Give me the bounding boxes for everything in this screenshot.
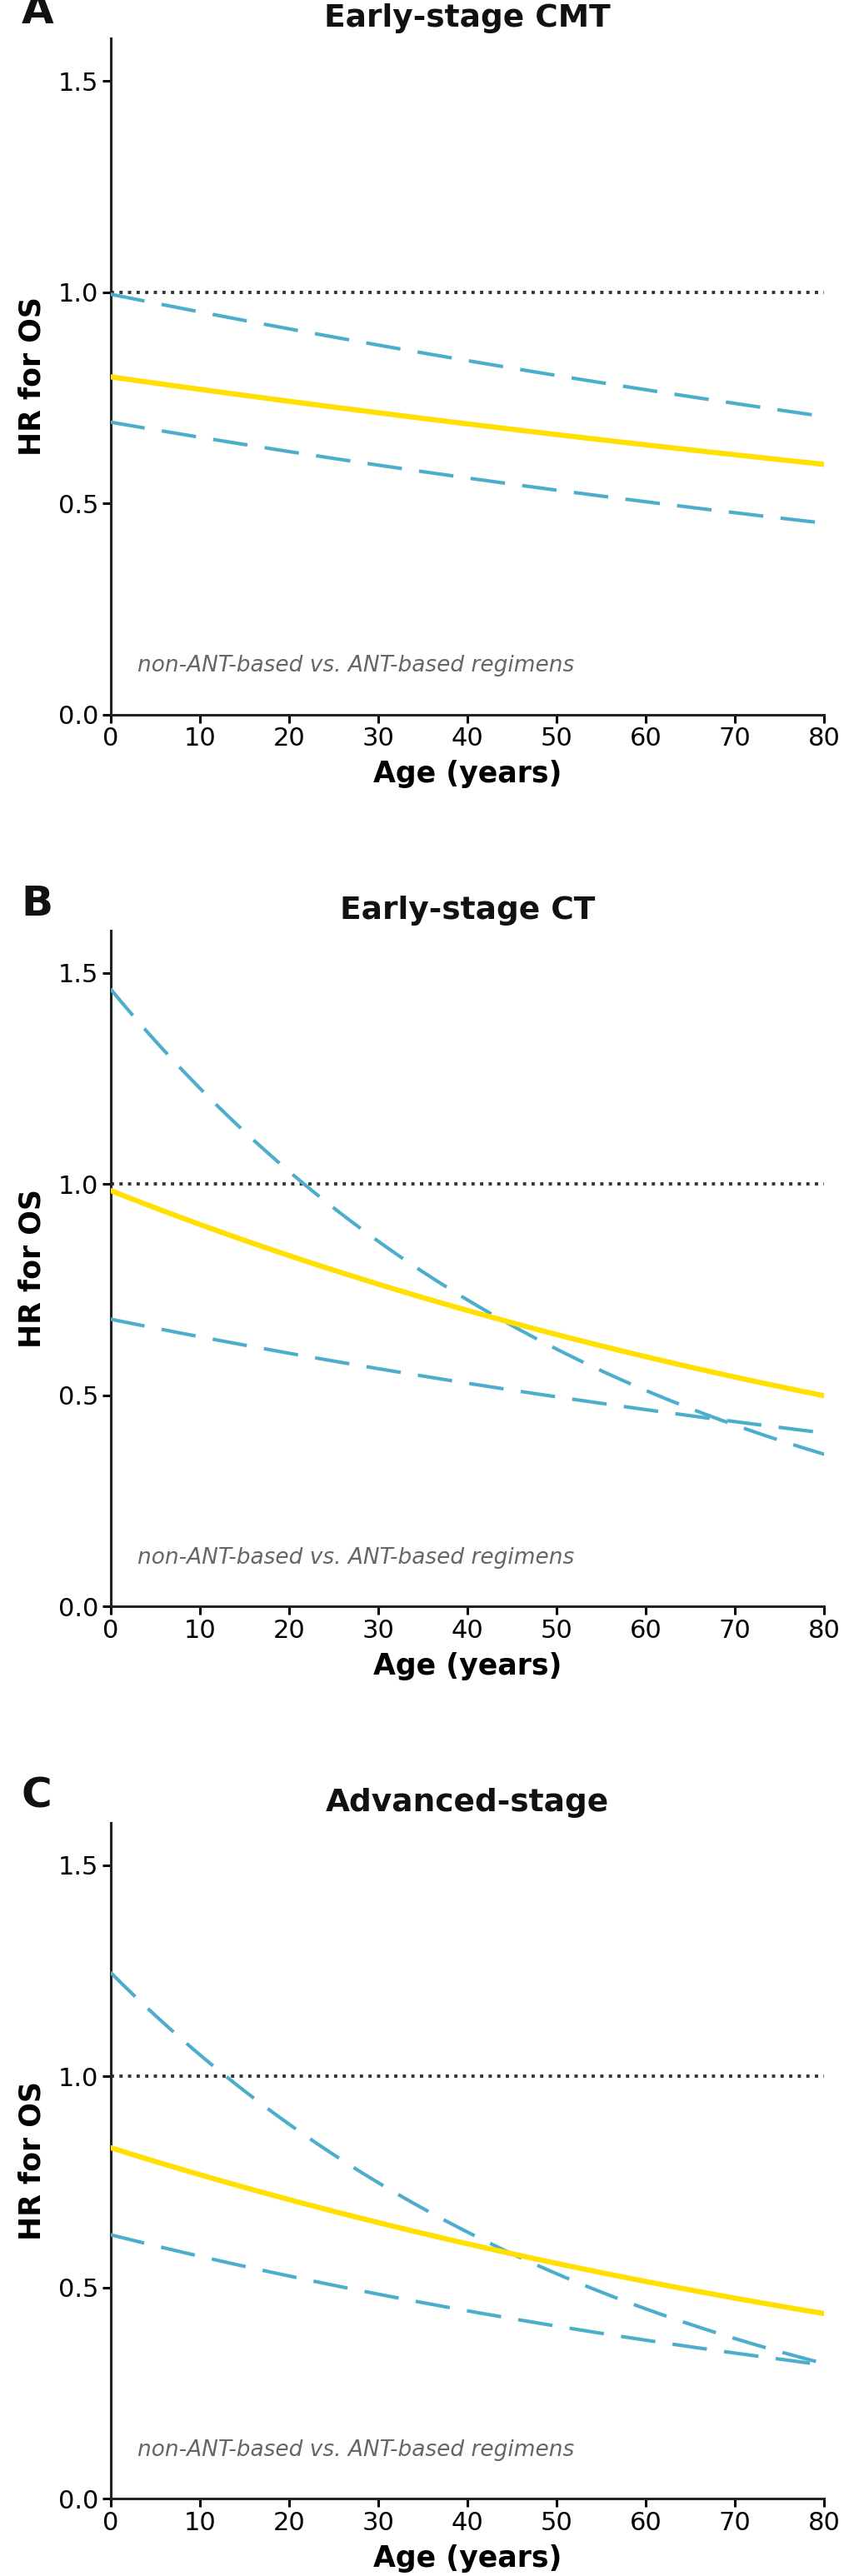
Y-axis label: HR for OS: HR for OS [18,2081,47,2241]
Text: C: C [21,1775,52,1816]
Title: Early-stage CT: Early-stage CT [340,896,594,925]
Text: A: A [21,0,53,31]
Text: non-ANT-based vs. ANT-based regimens: non-ANT-based vs. ANT-based regimens [138,1548,573,1569]
Y-axis label: HR for OS: HR for OS [18,296,47,456]
Title: Advanced-stage: Advanced-stage [325,1788,609,1819]
Text: non-ANT-based vs. ANT-based regimens: non-ANT-based vs. ANT-based regimens [138,2439,573,2460]
X-axis label: Age (years): Age (years) [373,2545,561,2573]
X-axis label: Age (years): Age (years) [373,1651,561,1680]
Text: non-ANT-based vs. ANT-based regimens: non-ANT-based vs. ANT-based regimens [138,654,573,677]
Title: Early-stage CMT: Early-stage CMT [323,3,610,33]
Y-axis label: HR for OS: HR for OS [18,1190,47,1347]
Text: B: B [21,884,53,925]
X-axis label: Age (years): Age (years) [373,760,561,788]
